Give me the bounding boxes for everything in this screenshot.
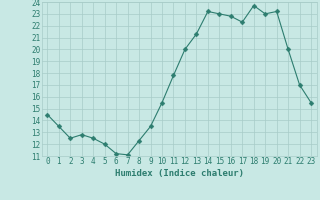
X-axis label: Humidex (Indice chaleur): Humidex (Indice chaleur) <box>115 169 244 178</box>
